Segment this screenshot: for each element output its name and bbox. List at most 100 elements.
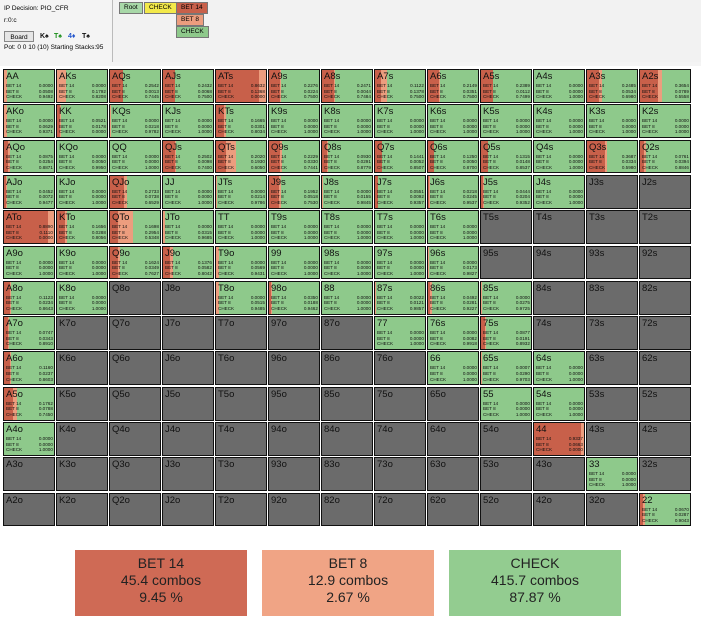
hand-cell[interactable]: K3o xyxy=(56,457,108,492)
hand-cell[interactable]: 84o xyxy=(321,422,373,456)
hand-cell[interactable]: K7o xyxy=(56,316,108,350)
hand-cell[interactable]: K2o xyxy=(56,492,108,527)
hand-cell[interactable]: 73s xyxy=(586,316,638,350)
hand-cell[interactable]: 85o xyxy=(321,386,373,421)
hand-cell[interactable]: J9s BET 14 0.1952 BET 8 0.0518 CHECK 0.7530 xyxy=(268,174,320,209)
hand-cell[interactable]: 83o xyxy=(321,457,373,492)
board-button[interactable]: Board xyxy=(4,31,34,42)
hand-cell[interactable]: Q2o xyxy=(109,492,161,527)
hand-cell[interactable]: 55 BET 14 0.0000 BET 8 0.0000 CHECK 1.0000 xyxy=(480,386,532,421)
hand-cell[interactable]: 53o xyxy=(480,457,532,492)
hand-cell[interactable]: T4s xyxy=(533,210,585,245)
hand-cell[interactable]: 86s BET 14 0.0492 BET 8 0.0281 CHECK 0.9227 xyxy=(427,280,479,315)
hand-cell[interactable]: T9s BET 14 0.0000 BET 8 0.0000 CHECK 1.0000 xyxy=(268,210,320,245)
hand-cell[interactable]: 92s xyxy=(639,245,691,280)
hand-cell[interactable]: T2o xyxy=(215,492,267,527)
hand-cell[interactable]: A8o BET 14 0.1123 BET 8 0.0234 CHECK 0.8643 xyxy=(3,280,55,315)
hand-cell[interactable]: 72o xyxy=(374,492,426,527)
hand-cell[interactable]: 32s xyxy=(639,457,691,492)
hand-cell[interactable]: 54s BET 14 0.0000 BET 8 0.0000 CHECK 1.0000 xyxy=(533,386,585,421)
hand-cell[interactable]: Q9o BET 14 0.1624 BET 8 0.0349 CHECK 0.7627 xyxy=(109,245,161,280)
hand-cell[interactable]: 84s xyxy=(533,280,585,315)
hand-cell[interactable]: J5s BET 14 0.0444 BET 8 0.0204 CHECK 0.9352 xyxy=(480,174,532,209)
hand-cell[interactable]: QTo BET 14 0.1698 BET 8 0.2954 CHECK 0.5348 xyxy=(109,210,161,245)
hand-cell[interactable]: 53s xyxy=(586,386,638,421)
hand-cell[interactable]: A2s BET 14 0.3654 BET 8 0.0789 CHECK 0.5558 xyxy=(639,69,691,103)
hand-cell[interactable]: J8o xyxy=(162,280,214,315)
hand-cell[interactable]: 98s BET 14 0.0000 BET 8 0.0000 CHECK 1.0000 xyxy=(321,245,373,280)
tree-node-root[interactable]: Root xyxy=(119,2,143,14)
hand-cell[interactable]: 62o xyxy=(427,492,479,527)
hand-cell[interactable]: 64o xyxy=(427,422,479,456)
hand-cell[interactable]: AQs BET 14 0.2542 BET 8 0.0013 CHECK 0.7445 xyxy=(109,69,161,103)
hand-cell[interactable]: J7s BET 14 0.0551 BET 8 0.0092 CHECK 0.9357 xyxy=(374,174,426,209)
hand-cell[interactable]: A3o xyxy=(3,457,55,492)
hand-cell[interactable]: Q7o xyxy=(109,316,161,350)
hand-cell[interactable]: A7o BET 14 0.0747 BET 8 0.0343 CHECK 0.8910 xyxy=(3,316,55,350)
hand-cell[interactable]: T8s BET 14 0.0000 BET 8 0.0000 CHECK 1.0000 xyxy=(321,210,373,245)
hand-cell[interactable]: 75o xyxy=(374,386,426,421)
hand-cell[interactable]: AJs BET 14 0.2432 BET 8 0.0068 CHECK 0.7500 xyxy=(162,69,214,103)
hand-cell[interactable]: 42o xyxy=(533,492,585,527)
hand-cell[interactable]: T5o xyxy=(215,386,267,421)
hand-cell[interactable]: 62s xyxy=(639,351,691,386)
hand-cell[interactable]: JTs BET 14 0.0000 BET 8 0.0214 CHECK 0.9786 xyxy=(215,174,267,209)
hand-cell[interactable]: 52o xyxy=(480,492,532,527)
hand-cell[interactable]: Q8s BET 14 0.0930 BET 8 0.0291 CHECK 0.8779 xyxy=(321,139,373,174)
hand-cell[interactable]: A5o BET 14 0.1762 BET 8 0.0788 CHECK 0.7450 xyxy=(3,386,55,421)
hand-cell[interactable]: 86o xyxy=(321,351,373,386)
hand-cell[interactable]: 94s xyxy=(533,245,585,280)
hand-cell[interactable]: 82s xyxy=(639,280,691,315)
hand-cell[interactable]: K7s BET 14 0.0000 BET 8 0.0000 CHECK 1.0000 xyxy=(374,104,426,139)
hand-cell[interactable]: Q6o xyxy=(109,351,161,386)
hand-cell[interactable]: 76o xyxy=(374,351,426,386)
hand-cell[interactable]: T3o xyxy=(215,457,267,492)
hand-cell[interactable]: QJo BET 14 0.2733 BET 8 0.0738 CHECK 0.6529 xyxy=(109,174,161,209)
hand-cell[interactable]: 32o xyxy=(586,492,638,527)
hand-cell[interactable]: T7s BET 14 0.0000 BET 8 0.0000 CHECK 1.0000 xyxy=(374,210,426,245)
hand-cell[interactable]: K2s BET 14 0.0000 BET 8 0.0000 CHECK 1.0000 xyxy=(639,104,691,139)
hand-cell[interactable]: 65o xyxy=(427,386,479,421)
hand-cell[interactable]: 43o xyxy=(533,457,585,492)
hand-cell[interactable]: 52s xyxy=(639,386,691,421)
hand-cell[interactable]: J2o xyxy=(162,492,214,527)
hand-cell[interactable]: K4s BET 14 0.0000 BET 8 0.0000 CHECK 1.0000 xyxy=(533,104,585,139)
hand-cell[interactable]: 63s xyxy=(586,351,638,386)
hand-cell[interactable]: 97o xyxy=(268,316,320,350)
hand-cell[interactable]: J7o xyxy=(162,316,214,350)
hand-cell[interactable]: 22 BET 14 0.0670 BET 8 0.0287 CHECK 0.9043 xyxy=(639,492,691,527)
tree-node-bet14[interactable]: BET 14 xyxy=(176,2,208,14)
hand-cell[interactable]: 72s xyxy=(639,316,691,350)
hand-cell[interactable]: Q5o xyxy=(109,386,161,421)
hand-cell[interactable]: 92o xyxy=(268,492,320,527)
hand-cell[interactable]: T6o xyxy=(215,351,267,386)
hand-cell[interactable]: 64s BET 14 0.0000 BET 8 0.0000 CHECK 1.0000 xyxy=(533,351,585,386)
hand-cell[interactable]: T4o xyxy=(215,422,267,456)
hand-cell[interactable]: K5o xyxy=(56,386,108,421)
hand-cell[interactable]: A8s BET 14 0.2471 BET 8 0.0044 CHECK 0.7484 xyxy=(321,69,373,103)
hand-cell[interactable]: K9o BET 14 0.0000 BET 8 0.0000 CHECK 1.0000 xyxy=(56,245,108,280)
hand-cell[interactable]: Q8o xyxy=(109,280,161,315)
hand-cell[interactable]: T7o xyxy=(215,316,267,350)
hand-cell[interactable]: JJ BET 14 0.0000 BET 8 0.0000 CHECK 1.0000 xyxy=(162,174,214,209)
hand-cell[interactable]: AA BET 14 0.0000 BET 8 0.0508 CHECK 0.9492 xyxy=(3,69,55,103)
hand-cell[interactable]: T5s xyxy=(480,210,532,245)
hand-cell[interactable]: 96s BET 14 0.0000 BET 8 0.0173 CHECK 0.9827 xyxy=(427,245,479,280)
hand-cell[interactable]: 95s xyxy=(480,245,532,280)
hand-cell[interactable]: 33 BET 14 0.0000 BET 8 0.0000 CHECK 1.0000 xyxy=(586,457,638,492)
hand-cell[interactable]: 87s BET 14 0.0022 BET 8 0.0121 CHECK 0.9857 xyxy=(374,280,426,315)
hand-cell[interactable]: 43s xyxy=(586,422,638,456)
hand-cell[interactable]: A3s BET 14 0.2485 BET 8 0.0534 CHECK 0.6980 xyxy=(586,69,638,103)
hand-cell[interactable]: 66 BET 14 0.0000 BET 8 0.0000 CHECK 1.0000 xyxy=(427,351,479,386)
hand-cell[interactable]: 74o xyxy=(374,422,426,456)
hand-cell[interactable]: KK BET 14 0.0521 BET 8 0.0178 CHECK 0.0000 xyxy=(56,104,108,139)
hand-cell[interactable]: A5s BET 14 0.2389 BET 8 0.0112 CHECK 0.7499 xyxy=(480,69,532,103)
hand-cell[interactable]: 63o xyxy=(427,457,479,492)
hand-cell[interactable]: Q7s BET 14 0.1441 BET 8 0.0052 CHECK 0.8507 xyxy=(374,139,426,174)
hand-cell[interactable]: 42s xyxy=(639,422,691,456)
hand-cell[interactable]: 88 BET 14 0.0000 BET 8 0.0000 CHECK 1.0000 xyxy=(321,280,373,315)
hand-cell[interactable]: K8s BET 14 0.0000 BET 8 0.0000 CHECK 1.0000 xyxy=(321,104,373,139)
hand-cell[interactable]: KJo BET 14 0.0000 BET 8 0.0000 CHECK 1.0000 xyxy=(56,174,108,209)
hand-cell[interactable]: 65s BET 14 0.0007 BET 8 0.0290 CHECK 0.9703 xyxy=(480,351,532,386)
hand-cell[interactable]: J3o xyxy=(162,457,214,492)
